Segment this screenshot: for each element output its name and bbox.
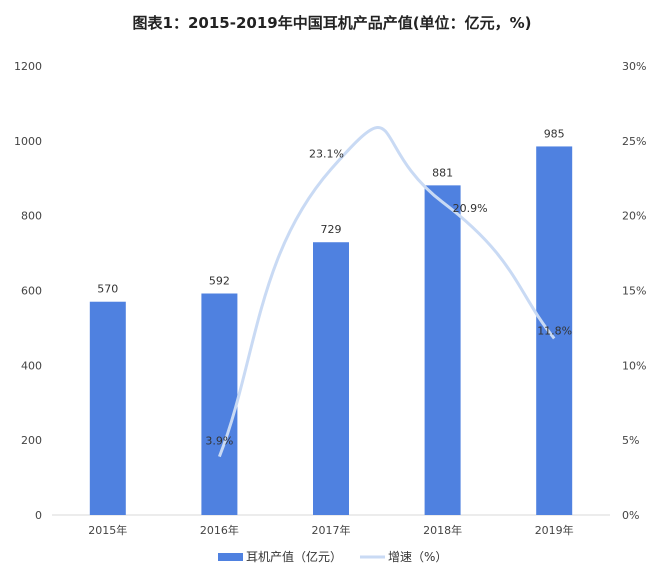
bar-label: 985 [544,127,565,140]
x-tick: 2019年 [535,523,574,537]
growth-line [218,125,556,458]
x-tick: 2018年 [423,523,462,537]
y-right-tick: 15% [622,285,646,298]
y-right-tick: 0% [622,509,639,522]
line-label: 23.1% [309,147,344,160]
y-left-tick: 1200 [14,60,42,73]
y-left-tick: 400 [21,359,42,372]
bar [201,293,238,515]
bar-label: 881 [432,166,453,179]
legend-line-label: 增速（%） [388,550,447,564]
bar-label: 592 [209,274,230,287]
y-left-tick: 800 [21,210,42,223]
line-label: 3.9% [205,435,233,448]
bar [89,301,126,515]
bar [424,185,461,515]
y-left-tick: 200 [21,434,42,447]
y-right-tick: 25% [622,135,646,148]
y-left-tick: 0 [35,509,42,522]
x-tick: 2015年 [88,523,127,537]
legend-bar-label: 耳机产值（亿元） [246,549,342,564]
x-tick: 2017年 [312,523,351,537]
y-right-tick: 10% [622,359,646,372]
bar-label: 570 [97,283,118,296]
bar [536,146,573,515]
y-right-tick: 20% [622,210,646,223]
legend-bar-swatch [218,553,243,561]
y-right-tick: 5% [622,434,639,447]
line-label: 11.8% [537,324,572,337]
y-left-tick: 1000 [14,135,42,148]
chart-title: 图表1：2015-2019年中国耳机产品产值(单位：亿元，%) [132,14,532,32]
line-label: 20.9% [453,202,488,215]
y-left-tick: 600 [21,285,42,298]
y-right-tick: 30% [622,60,646,73]
bar [313,242,349,516]
x-tick: 2016年 [200,523,239,537]
bar-label: 729 [321,223,342,236]
